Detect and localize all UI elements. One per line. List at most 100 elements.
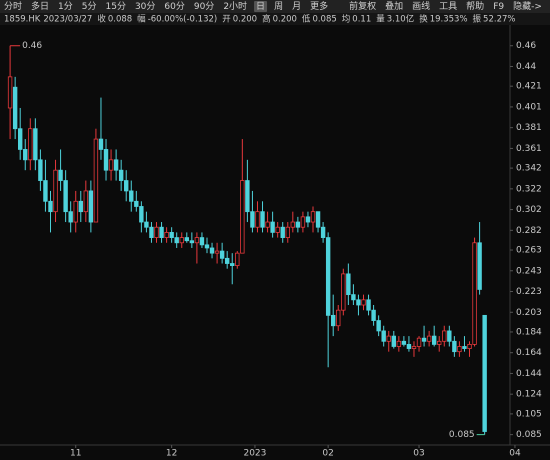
toolbar-item[interactable]: 多日 xyxy=(31,0,49,12)
candle-body xyxy=(103,149,109,171)
toolbar-item[interactable]: 90分 xyxy=(194,1,214,12)
toolbar-item[interactable]: 更多 xyxy=(310,0,328,12)
candle-body xyxy=(68,211,73,223)
y-tick-label: 0.322 xyxy=(516,184,542,194)
toolbar-item[interactable]: 2小时 xyxy=(223,0,247,12)
field-value: 0.200 xyxy=(233,15,257,25)
y-tick-label: 0.243 xyxy=(516,266,542,276)
x-tick-label: 11 xyxy=(70,449,81,459)
toolbar-item[interactable]: 60分 xyxy=(164,1,184,12)
candle-body xyxy=(235,252,240,266)
candle-body xyxy=(7,76,13,109)
field-value: 0.088 xyxy=(108,15,132,25)
candle-body xyxy=(260,211,265,228)
candle-body xyxy=(184,237,189,242)
candle-body xyxy=(63,180,68,213)
candle-body xyxy=(224,257,230,264)
candle-body xyxy=(320,226,326,238)
x-tick-label: 04 xyxy=(509,449,521,459)
candle-body xyxy=(144,221,149,228)
y-tick-label: 0.184 xyxy=(516,327,542,337)
y-tick-label: 0.421 xyxy=(516,82,542,92)
candle-body xyxy=(154,226,159,238)
candle-body xyxy=(391,335,396,347)
candle-body xyxy=(295,221,301,228)
toolbar-bg xyxy=(0,0,550,13)
toolbar-item[interactable]: 帮助 xyxy=(466,0,484,12)
candle-body xyxy=(421,337,427,342)
toolbar-item[interactable]: 前复权 xyxy=(349,0,376,12)
field-label: 开 xyxy=(222,15,231,25)
candle-body xyxy=(467,344,472,349)
candle-body xyxy=(245,180,250,213)
candle-body xyxy=(280,226,285,238)
candle-body xyxy=(83,190,89,213)
candle-body xyxy=(214,250,220,254)
candle-body xyxy=(12,86,18,130)
candle-body xyxy=(351,294,356,301)
toolbar-item[interactable]: 1分 xyxy=(58,1,73,12)
candle-body xyxy=(310,211,316,223)
candle-body xyxy=(361,299,366,306)
candle-body xyxy=(472,242,477,345)
candle-body xyxy=(371,309,376,321)
y-tick-label: 0.164 xyxy=(516,348,542,358)
candle-body xyxy=(149,226,154,238)
candle-body xyxy=(113,159,119,171)
candle-body xyxy=(315,211,321,228)
candle-body xyxy=(98,138,104,150)
candle-body xyxy=(124,180,129,192)
toolbar-item[interactable]: F9 xyxy=(493,2,504,12)
candle-body xyxy=(300,216,306,228)
candle-body xyxy=(285,226,290,238)
x-tick-label: 12 xyxy=(166,449,177,459)
toolbar-item[interactable]: 周 xyxy=(274,1,283,12)
toolbar-item[interactable]: 工具 xyxy=(439,1,457,12)
symbol: 1859.HK xyxy=(4,15,41,25)
y-tick-label: 0.124 xyxy=(516,390,542,400)
high-marker: 0.46 xyxy=(22,41,42,51)
candle-body xyxy=(159,226,164,238)
y-tick-label: 0.46 xyxy=(516,41,536,51)
toolbar-item[interactable]: 叠加 xyxy=(385,1,403,12)
y-tick-label: 0.302 xyxy=(516,205,542,215)
y-tick-label: 0.223 xyxy=(516,287,542,297)
candle-body xyxy=(240,180,245,254)
field-label: 收 xyxy=(97,14,106,25)
plot: 0.46 0.44 0.421 0.401 0.381 0.361 0.342 0.322 0.… xyxy=(7,41,542,459)
field-label: 幅 xyxy=(137,14,146,25)
candle-body xyxy=(78,200,83,213)
candle-body xyxy=(346,273,351,296)
toolbar-selected xyxy=(254,1,268,12)
toolbar-item[interactable]: 日 xyxy=(256,1,265,12)
candle-body xyxy=(48,200,53,213)
candle-body xyxy=(134,200,139,207)
toolbar-item[interactable]: 15分 xyxy=(106,1,126,12)
candle-body xyxy=(17,128,23,150)
candle-body xyxy=(28,128,33,161)
toolbar-item[interactable]: 画线 xyxy=(412,0,430,12)
candle-body xyxy=(341,273,346,311)
candle-body xyxy=(53,169,58,213)
field-value: 0.200 xyxy=(273,15,297,25)
field-value: 0.11 xyxy=(352,15,371,25)
candle-body xyxy=(43,180,48,202)
candle-body xyxy=(204,244,210,249)
candle-body xyxy=(396,340,402,347)
toolbar-item[interactable]: 月 xyxy=(292,1,301,12)
candle-body xyxy=(331,314,336,327)
candle-body xyxy=(38,159,43,181)
info-bg xyxy=(0,13,550,25)
toolbar-item[interactable]: 5分 xyxy=(82,1,97,12)
candle-body xyxy=(93,138,99,223)
candle-body xyxy=(270,221,275,233)
toolbar-item[interactable]: 30分 xyxy=(135,1,155,12)
y-tick-label: 0.105 xyxy=(516,409,542,419)
field-value: 3.10亿 xyxy=(387,14,414,25)
candle-body xyxy=(406,344,412,349)
toolbar-item[interactable]: 分时 xyxy=(4,0,22,12)
toolbar-item[interactable]: 隐藏-> xyxy=(513,0,542,12)
field-value: 19.353% xyxy=(430,15,468,25)
